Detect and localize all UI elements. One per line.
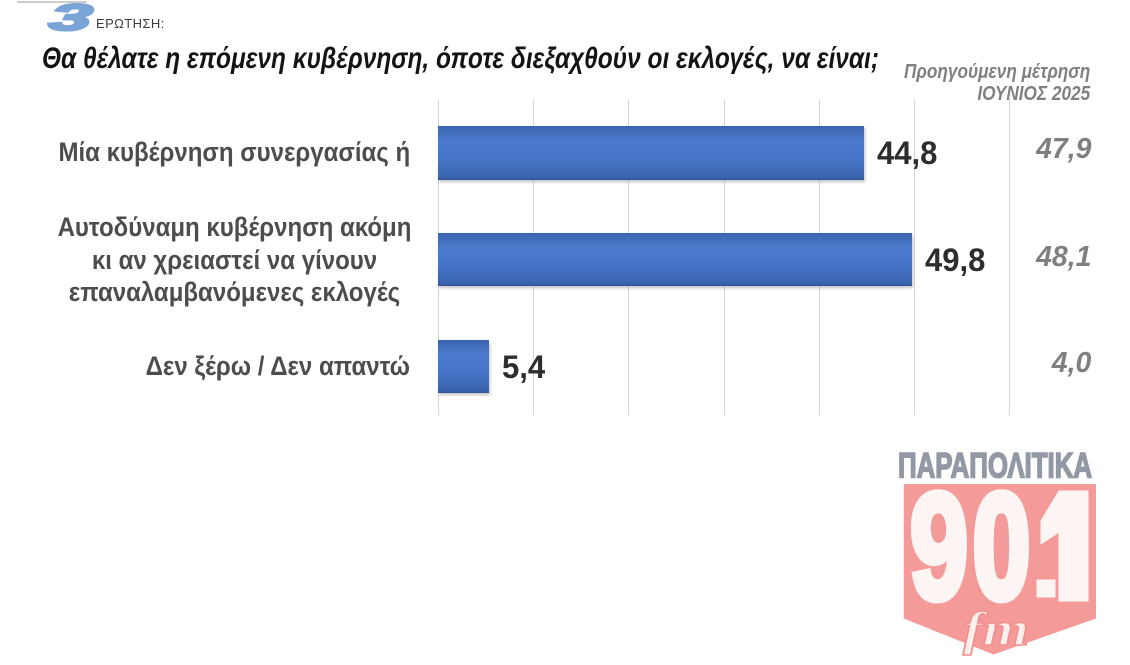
svg-text:ΠΑΡΑΠΟΛΙΤΙΚΑ: ΠΑΡΑΠΟΛΙΤΙΚΑ xyxy=(898,447,1092,486)
svg-text:9: 9 xyxy=(910,462,968,630)
svg-text:0: 0 xyxy=(973,462,1031,630)
svg-text:3: 3 xyxy=(47,0,96,38)
svg-text:fm: fm xyxy=(963,603,1029,656)
